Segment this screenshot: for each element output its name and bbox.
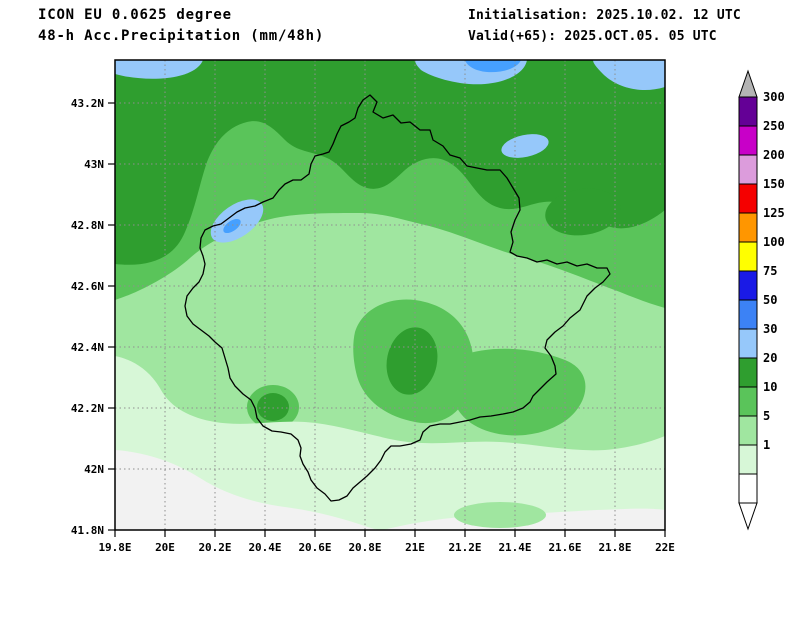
lat-tick-label: 41.8N bbox=[71, 524, 104, 537]
colorbar-segment-75 bbox=[738, 270, 758, 301]
colorbar-label: 150 bbox=[763, 177, 785, 191]
colorbar-segment-5 bbox=[738, 415, 758, 446]
precip-area-1mm-south bbox=[115, 356, 665, 530]
colorbar-segment-200 bbox=[738, 154, 758, 185]
map-plot-area bbox=[115, 60, 665, 530]
precip-area-20mm-east-blob bbox=[545, 188, 621, 236]
colorbar-label: 200 bbox=[763, 148, 785, 162]
colorbar-segment-100 bbox=[738, 241, 758, 272]
colorbar: 300 250 200 150 125 100 75 50 30 20 10 5 1 bbox=[738, 69, 785, 531]
model-title: ICON EU 0.0625 degree bbox=[38, 7, 232, 23]
lon-tick-label: 21.4E bbox=[498, 541, 531, 554]
precip-area-30mm-northeast bbox=[593, 60, 665, 91]
precip-area-5mm-south-blob bbox=[454, 502, 546, 528]
lat-tick-label: 43.2N bbox=[71, 97, 104, 110]
axis-labels: 43.2N 43N 42.8N 42.6N 42.4N 42.2N 42N 41.8N 19.8… bbox=[71, 97, 675, 554]
colorbar-segment-1 bbox=[738, 444, 758, 475]
lon-tick-label: 20.2E bbox=[198, 541, 231, 554]
colorbar-segment-30 bbox=[738, 328, 758, 359]
lat-tick-label: 42.8N bbox=[71, 219, 104, 232]
precip-area-20mm-southwest-core bbox=[257, 393, 289, 421]
colorbar-label: 300 bbox=[763, 90, 785, 104]
country-border bbox=[184, 94, 611, 502]
lon-tick-label: 20E bbox=[155, 541, 175, 554]
colorbar-label: 75 bbox=[763, 264, 777, 278]
colorbar-arrow-top bbox=[738, 69, 758, 98]
lon-tick-label: 22E bbox=[655, 541, 675, 554]
precip-area-20mm-north bbox=[115, 60, 665, 265]
colorbar-segment-below-min bbox=[738, 473, 758, 504]
colorbar-segment-250 bbox=[738, 125, 758, 156]
precip-area-50mm-west-core bbox=[223, 218, 241, 234]
colorbar-label: 50 bbox=[763, 293, 777, 307]
colorbar-segment-20 bbox=[738, 357, 758, 388]
product-title: 48-h Acc.Precipitation (mm/48h) bbox=[38, 28, 325, 44]
lat-tick-label: 42.4N bbox=[71, 341, 104, 354]
lat-tick-label: 42.6N bbox=[71, 280, 104, 293]
map-frame bbox=[114, 59, 666, 531]
lon-tick-label: 21.2E bbox=[448, 541, 481, 554]
precip-area-10mm-southeast bbox=[451, 348, 586, 436]
colorbar-label: 125 bbox=[763, 206, 785, 220]
colorbar-label: 250 bbox=[763, 119, 785, 133]
initialisation-time: Initialisation: 2025.10.02. 12 UTC bbox=[468, 8, 741, 23]
colorbar-segment-125 bbox=[738, 212, 758, 243]
precip-area-30mm-northwest bbox=[115, 60, 203, 79]
lon-tick-label: 20.8E bbox=[348, 541, 381, 554]
lat-tick-label: 42.2N bbox=[71, 402, 104, 415]
colorbar-segment-300 bbox=[738, 96, 758, 127]
colorbar-label: 5 bbox=[763, 409, 770, 423]
precip-area-30mm-small-blob bbox=[501, 134, 549, 158]
lon-tick-label: 20.6E bbox=[298, 541, 331, 554]
lat-tick-label: 43N bbox=[84, 158, 104, 171]
lon-tick-label: 21.8E bbox=[598, 541, 631, 554]
lon-tick-label: 20.4E bbox=[248, 541, 281, 554]
colorbar-segment-50 bbox=[738, 299, 758, 330]
lat-tick-label: 42N bbox=[84, 463, 104, 476]
colorbar-label: 1 bbox=[763, 438, 770, 452]
colorbar-segment-150 bbox=[738, 183, 758, 214]
colorbar-segment-10 bbox=[738, 386, 758, 417]
precip-field bbox=[115, 60, 665, 530]
colorbar-label: 30 bbox=[763, 322, 777, 336]
colorbar-label: 100 bbox=[763, 235, 785, 249]
lon-tick-label: 19.8E bbox=[98, 541, 131, 554]
colorbar-label: 10 bbox=[763, 380, 777, 394]
precip-area-50mm-north-center-core bbox=[465, 60, 521, 73]
lon-tick-label: 21E bbox=[405, 541, 425, 554]
precip-area-20mm-center-core bbox=[386, 327, 438, 395]
colorbar-label: 20 bbox=[763, 351, 777, 365]
colorbar-arrow-bottom bbox=[738, 502, 758, 531]
precip-area-below1mm-southwest bbox=[115, 450, 383, 530]
border-layer bbox=[184, 94, 611, 502]
gridlines bbox=[115, 60, 665, 530]
valid-time: Valid(+65): 2025.OCT.05. 05 UTC bbox=[468, 29, 717, 44]
lon-tick-label: 21.6E bbox=[548, 541, 581, 554]
